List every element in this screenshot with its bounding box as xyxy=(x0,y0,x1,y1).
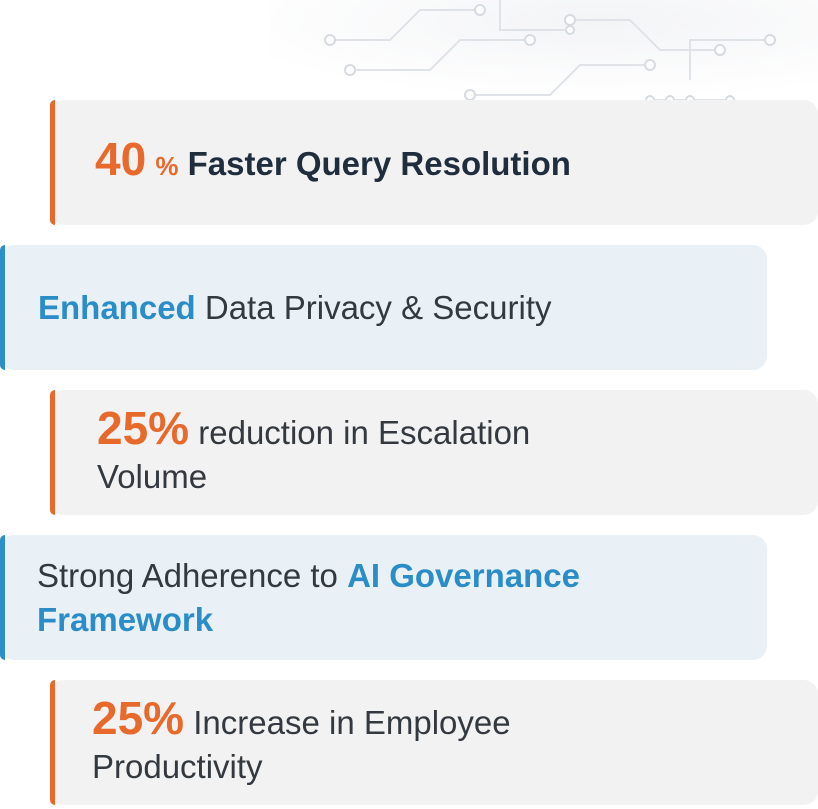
stat-card-escalation-volume: 25% reduction in Escalation Volume xyxy=(50,390,818,515)
stat-label-line1: reduction in Escalation xyxy=(198,414,531,451)
stat-label: Faster Query Resolution xyxy=(187,145,571,182)
stat-text: Enhanced Data Privacy & Security xyxy=(0,286,552,330)
stat-highlight-1: AI Governance xyxy=(347,556,580,594)
stat-text: 25% Increase in Employee Productivity xyxy=(50,695,511,789)
stat-label-line1: Increase in Employee xyxy=(193,704,511,741)
stat-card-employee-productivity: 25% Increase in Employee Productivity xyxy=(50,680,818,805)
accent-bar xyxy=(50,390,55,515)
stat-label-line2: Volume xyxy=(97,458,208,495)
stat-unit: % xyxy=(155,151,179,181)
stat-card-ai-governance: Strong Adherence to AI Governance Framew… xyxy=(0,535,767,660)
stat-value: 25% xyxy=(97,402,190,454)
stat-text: 40 % Faster Query Resolution xyxy=(50,136,571,188)
stat-value: 40 xyxy=(95,133,147,185)
circuit-background-graphic xyxy=(270,0,818,110)
stat-card-query-resolution: 40 % Faster Query Resolution xyxy=(50,100,818,225)
stat-highlight-2: Framework xyxy=(37,600,214,638)
stat-label-line2: Productivity xyxy=(92,748,263,785)
stat-text: Strong Adherence to AI Governance Framew… xyxy=(0,554,580,642)
accent-bar xyxy=(50,100,55,225)
stat-text: 25% reduction in Escalation Volume xyxy=(50,405,531,499)
accent-bar xyxy=(50,680,55,805)
stat-highlight: Enhanced xyxy=(38,288,196,326)
accent-bar xyxy=(0,535,5,660)
stat-prefix: Strong Adherence to xyxy=(37,556,338,594)
stat-label: Data Privacy & Security xyxy=(204,288,552,326)
accent-bar xyxy=(0,245,5,370)
stat-value: 25% xyxy=(92,692,185,744)
stat-card-data-privacy: Enhanced Data Privacy & Security xyxy=(0,245,767,370)
